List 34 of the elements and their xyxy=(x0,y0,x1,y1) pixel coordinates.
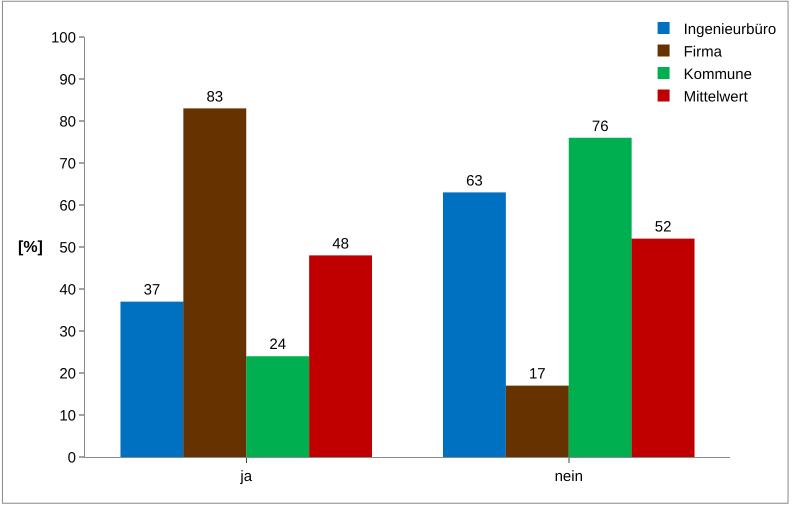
legend-label: Firma xyxy=(684,43,723,60)
x-tick-label: ja xyxy=(239,468,253,485)
y-tick-label: 50 xyxy=(59,239,76,256)
data-label: 76 xyxy=(592,118,609,135)
data-label: 24 xyxy=(269,336,286,354)
data-label: 17 xyxy=(528,366,546,383)
bar xyxy=(120,302,184,457)
y-tick-label: 60 xyxy=(59,197,76,214)
y-tick-label: 0 xyxy=(68,449,76,466)
legend-label: Ingenieurbüro xyxy=(684,20,776,38)
bar xyxy=(246,356,310,457)
y-axis-title: [%] xyxy=(18,239,43,256)
y-tick-label: 20 xyxy=(59,365,76,382)
data-label: 52 xyxy=(654,218,672,236)
bar xyxy=(442,192,506,457)
y-tick-label: 70 xyxy=(59,155,76,172)
y-tick-label: 80 xyxy=(59,113,76,130)
bar xyxy=(183,108,246,457)
y-tick-label: 30 xyxy=(59,323,76,340)
y-tick-label: 100 xyxy=(50,29,76,46)
data-label: 37 xyxy=(144,282,160,299)
legend-label: Kommune xyxy=(684,66,752,83)
x-tick-label: nein xyxy=(554,468,583,485)
bar xyxy=(632,238,695,457)
bar xyxy=(309,255,372,457)
data-label: 83 xyxy=(206,88,224,106)
y-tick-label: 40 xyxy=(59,281,76,298)
y-tick-label: 10 xyxy=(59,407,76,424)
data-label: 63 xyxy=(466,172,483,190)
y-tick-label: 90 xyxy=(59,71,76,88)
data-label: 48 xyxy=(332,235,349,252)
bar xyxy=(506,386,569,457)
legend-label: Mittelwert xyxy=(684,88,749,106)
bar xyxy=(568,138,632,457)
